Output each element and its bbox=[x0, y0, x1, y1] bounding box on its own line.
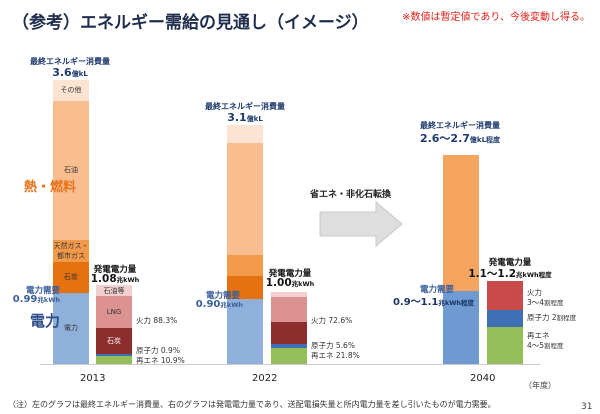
consumption-segment-electricity-2013: 電力 bbox=[53, 292, 89, 364]
share-renewable: 再エネ 10.9% bbox=[136, 356, 185, 365]
demand-number: 0.99 bbox=[12, 294, 38, 305]
demand-number: 0.9～1.1 bbox=[392, 297, 439, 308]
demand-unit: 兆kWh bbox=[220, 301, 243, 309]
gen-unit: 兆kWh程度 bbox=[516, 271, 552, 279]
total-value-2022: 3.1億kL bbox=[195, 111, 295, 124]
demand-label-2022: 電力需要 bbox=[205, 291, 240, 301]
consumption-segment-other-2022 bbox=[227, 124, 263, 143]
demand-value-2022: 0.90兆kWh bbox=[196, 299, 243, 310]
generation-segment-thermal_2040-2040 bbox=[487, 281, 523, 311]
gen-unit: 兆kWh bbox=[291, 280, 315, 288]
year-label-2040: 2040 bbox=[470, 373, 496, 384]
share-nuclear: 原子力 5.6% bbox=[311, 341, 355, 350]
gen-value-2022: 1.00兆kWh bbox=[255, 277, 325, 289]
generation-segment-lng-2013: LNG bbox=[96, 296, 132, 329]
total-value-2040: 2.6～2.7億kL程度 bbox=[400, 130, 520, 146]
share-nuclear: 原子力 0.9% bbox=[136, 346, 180, 355]
segment-label: その他 bbox=[60, 86, 82, 95]
generation-segment-coal_gen-2022 bbox=[271, 321, 307, 345]
demand-value-2013: 0.99兆kWh bbox=[13, 294, 60, 305]
demand-label-2040: 電力需要 bbox=[419, 285, 454, 295]
consumption-segment-gas-2013: 天然ガス・都市ガス bbox=[53, 239, 89, 263]
gen-value-2040: 1.1～1.2兆kWh程度 bbox=[460, 266, 560, 281]
segment-label: 石炭 bbox=[107, 337, 121, 346]
total-unit: 億kL bbox=[71, 70, 88, 78]
generation-segment-lng-2022 bbox=[271, 296, 307, 322]
shares-2013: 火力 88.3% 原子力 0.9% 再エネ 10.9% bbox=[136, 316, 185, 366]
right-arrow-icon bbox=[319, 200, 403, 248]
consumption-segment-coal_fuel-2013: 石炭 bbox=[53, 262, 89, 293]
total-number: 3.1 bbox=[227, 111, 247, 124]
generation-segment-nuclear-2013 bbox=[96, 354, 132, 356]
shares-2022: 火力 72.6% 原子力 5.6% 再エネ 21.8% bbox=[311, 316, 360, 361]
baseline bbox=[40, 364, 540, 365]
share-thermal: 火力 3～4割程度 bbox=[527, 288, 564, 307]
consumption-segment-fuel_2040-2040 bbox=[443, 154, 479, 291]
demand-value-2040: 0.9～1.1兆kWh程度 bbox=[393, 293, 474, 308]
arrow-label: 省エネ・非化石転換 bbox=[310, 190, 392, 200]
total-label-2040: 最終エネルギー消費量 bbox=[420, 121, 500, 130]
gen-number: 1.08 bbox=[90, 273, 117, 285]
gen-value-2013: 1.08兆kWh bbox=[80, 273, 150, 285]
generation-segment-nuclear-2040 bbox=[487, 310, 523, 327]
total-label-2022: 最終エネルギー消費量 bbox=[205, 102, 285, 111]
generation-segment-coal_gen-2013: 石炭 bbox=[96, 328, 132, 355]
share-thermal: 火力 72.6% bbox=[311, 316, 353, 325]
consumption-segment-other-2013: その他 bbox=[53, 79, 89, 101]
segment-label: 石油等 bbox=[103, 286, 125, 295]
generation-segment-oil_etc_gen-2022 bbox=[271, 292, 307, 297]
segment-label: 石油 bbox=[64, 166, 78, 175]
total-label-2013: 最終エネルギー消費量 bbox=[30, 57, 110, 66]
demand-number: 0.90 bbox=[195, 299, 221, 310]
gen-number: 1.00 bbox=[265, 277, 292, 289]
gen-label-2040: 発電電力量 bbox=[488, 258, 532, 268]
total-number: 3.6 bbox=[52, 66, 72, 79]
share-renewable: 再エネ 21.8% bbox=[311, 351, 360, 360]
shares-2040: 火力 3～4割程度 原子力 2割程度 再エネ 4～5割程度 bbox=[527, 288, 576, 351]
provisional-note: ※数値は暫定値であり、今後変動し得る。 bbox=[402, 12, 590, 23]
consumption-segment-oil-2013: 石油 bbox=[53, 100, 89, 240]
consumption-segment-elec_2040-2040 bbox=[443, 290, 479, 364]
consumption-segment-oil-2022 bbox=[227, 142, 263, 255]
footnote: （注）左のグラフは最終エネルギー消費量、右のグラフは発電電力量であり、送配電損失… bbox=[8, 400, 496, 409]
generation-segment-renewable-2022 bbox=[271, 348, 307, 364]
total-unit: 億kL bbox=[246, 115, 263, 123]
year-label-2013: 2013 bbox=[80, 373, 106, 384]
year-unit-label: （年度） bbox=[524, 381, 556, 390]
gen-label-2013: 発電電力量 bbox=[93, 265, 137, 275]
share-thermal: 火力 88.3% bbox=[136, 316, 178, 325]
electricity-label: 電力 bbox=[30, 312, 61, 330]
share-renewable: 再エネ 4～5割程度 bbox=[527, 331, 564, 350]
total-value-2013: 3.6億kL bbox=[20, 66, 120, 79]
page-title: （参考）エネルギー需給の見通し（イメージ） bbox=[12, 13, 369, 33]
consumption-segment-coal_fuel-2022 bbox=[227, 276, 263, 300]
gen-label-2022: 発電電力量 bbox=[268, 269, 312, 279]
total-number: 2.6～2.7 bbox=[419, 132, 470, 145]
demand-label-2013: 電力需要 bbox=[25, 286, 60, 296]
page-number: 31 bbox=[581, 402, 593, 412]
segment-label: 電力 bbox=[64, 324, 78, 333]
demand-unit: 兆kWh程度 bbox=[438, 299, 474, 307]
total-unit: 億kL程度 bbox=[469, 136, 501, 144]
consumption-segment-gas-2022 bbox=[227, 254, 263, 277]
segment-label: LNG bbox=[106, 308, 122, 317]
gen-number: 1.1～1.2 bbox=[468, 268, 517, 280]
segment-label: 天然ガス・都市ガス bbox=[53, 242, 89, 261]
year-label-2022: 2022 bbox=[252, 373, 278, 384]
segment-label: 石炭 bbox=[64, 273, 78, 282]
generation-segment-nuclear-2022 bbox=[271, 344, 307, 349]
generation-segment-oil_etc_gen-2013: 石油等 bbox=[96, 285, 132, 297]
generation-segment-renewable-2040 bbox=[487, 326, 523, 364]
demand-unit: 兆kWh bbox=[37, 296, 60, 304]
gen-unit: 兆kWh bbox=[116, 276, 140, 284]
generation-segment-renewable-2013 bbox=[96, 355, 132, 364]
share-nuclear: 原子力 2割程度 bbox=[527, 313, 577, 322]
consumption-segment-electricity-2022 bbox=[227, 299, 263, 364]
heat-fuel-label: 熱・燃料 bbox=[24, 180, 77, 195]
